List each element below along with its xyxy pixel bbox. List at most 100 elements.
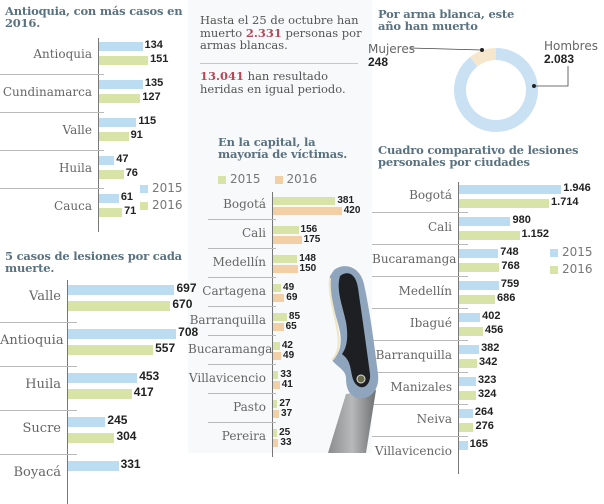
legend-swatch <box>140 201 148 210</box>
bar-2015 <box>459 249 499 258</box>
bar-2015 <box>273 284 282 292</box>
value-label-2016: 91 <box>130 129 143 141</box>
value-label-2016: 33 <box>280 437 292 448</box>
chart-axis <box>272 192 273 457</box>
bar-2015 <box>99 156 115 165</box>
category-label: Boyacá <box>13 465 61 480</box>
legend-item-2015: 2015 <box>218 172 261 186</box>
value-label-2016: 41 <box>281 379 293 390</box>
bar-2016 <box>273 236 302 244</box>
value-label-2015: 980 <box>512 214 531 226</box>
value-label-2015: 134 <box>144 39 163 51</box>
legend-swatch <box>274 175 283 184</box>
value-label-2015: 759 <box>500 278 520 290</box>
value-label-2016: 557 <box>155 341 176 355</box>
bar-2016 <box>459 359 477 368</box>
value-label-2015: 697 <box>176 281 197 295</box>
bar-2016 <box>273 410 280 418</box>
bar-2016 <box>273 294 285 302</box>
value-label-2015: 748 <box>500 246 519 258</box>
bar-2016 <box>99 94 141 103</box>
donut-label-value: 248 <box>368 55 389 69</box>
row-separator <box>0 366 77 367</box>
value-label-2016: 1.714 <box>551 196 579 208</box>
value-label-2015: 453 <box>139 369 160 383</box>
value-label-2016: 768 <box>501 260 520 272</box>
chart-departments-injuries: 5 casos de lesiones por cada muerte. Vall… <box>0 240 198 504</box>
bar-2015 <box>459 313 481 322</box>
row-separator <box>0 454 77 455</box>
bar-2015 <box>68 329 177 339</box>
bar-2016 <box>99 56 149 65</box>
donut-label-name: Hombres <box>544 39 598 53</box>
bar-2015 <box>459 345 480 354</box>
bar-2015 <box>68 285 175 295</box>
value-label-2015: 323 <box>477 374 497 386</box>
row-separator <box>0 188 104 189</box>
value-label-2015: 708 <box>178 325 199 339</box>
donut-slice-hombres <box>454 48 538 132</box>
bar-2015 <box>273 255 298 263</box>
category-label: Valle <box>62 123 93 137</box>
bar-2016 <box>459 295 496 304</box>
value-label-2016: 150 <box>299 263 317 274</box>
value-label-2016: 342 <box>478 356 498 368</box>
category-label: Cali <box>427 220 452 234</box>
row-separator <box>372 436 468 437</box>
row-separator <box>208 364 276 365</box>
value-label-2015: 1.946 <box>563 182 591 194</box>
chart-axis <box>67 280 68 504</box>
legend-item-2016: 2016 <box>274 172 318 186</box>
value-label-2015: 49 <box>283 282 295 293</box>
value-label-2016: 65 <box>285 321 297 332</box>
chart-title: 5 casos de lesiones por cada muerte. <box>5 249 182 275</box>
row-separator <box>208 219 276 220</box>
legend-label: 2016 <box>562 262 593 276</box>
bar-2015 <box>459 185 562 194</box>
value-label-2015: 245 <box>107 413 128 427</box>
value-label-2016: 76 <box>125 167 138 179</box>
legend-label: 2015 <box>230 172 261 186</box>
row-separator <box>0 112 104 113</box>
value-label-2015: 402 <box>482 310 501 322</box>
value-label-2016: 71 <box>124 205 137 217</box>
bar-2016 <box>459 327 483 336</box>
value-label-2015: 381 <box>337 195 355 206</box>
legend: 2015 2016 <box>140 180 183 214</box>
value-label-2016: 276 <box>475 420 494 432</box>
knife-blade <box>328 390 376 453</box>
category-label: Bucaramanga <box>372 252 457 266</box>
category-label: Cauca <box>54 199 92 213</box>
row-separator <box>372 276 468 277</box>
bar-2015 <box>273 400 278 408</box>
bar-2016 <box>273 439 279 447</box>
category-label: Villavicencio <box>188 371 266 385</box>
chart-axis <box>458 182 459 474</box>
knife-screw <box>356 374 366 384</box>
bar-2015 <box>459 441 468 450</box>
intro-text-post: personas por armas blancas. <box>200 25 362 52</box>
legend-item-2015: 2015 <box>550 244 593 261</box>
value-label-2016: 151 <box>150 53 169 65</box>
category-label: Cali <box>241 226 266 240</box>
category-label: Cartagena <box>202 284 266 298</box>
legend-swatch <box>218 175 226 184</box>
leader-line-hombres <box>534 66 569 87</box>
deaths-count: 2.331 <box>245 25 282 40</box>
donut-svg <box>409 47 569 132</box>
legend-label: 2015 <box>562 245 593 259</box>
value-label-2015: 42 <box>281 340 293 351</box>
bar-2015 <box>459 281 499 290</box>
intro-divider <box>200 63 358 64</box>
row-separator <box>372 212 468 213</box>
category-label: Pereira <box>221 429 266 443</box>
legend-label: 2016 <box>286 172 318 186</box>
category-label: Medellín <box>398 284 452 298</box>
row-separator <box>0 322 77 323</box>
value-label-2015: 148 <box>299 253 316 264</box>
category-label: Antioquia <box>33 47 92 61</box>
value-label-2015: 135 <box>144 77 164 89</box>
row-separator <box>372 404 468 405</box>
category-label: Ibagué <box>409 316 452 330</box>
value-label-2016: 686 <box>497 292 516 304</box>
